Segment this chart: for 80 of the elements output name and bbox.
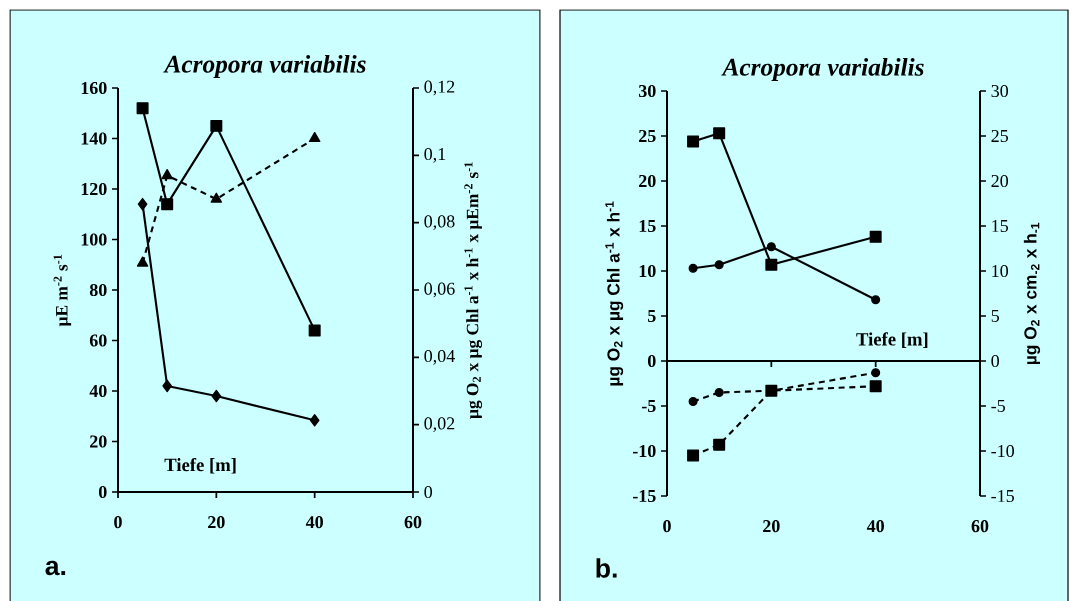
text: a.	[45, 560, 66, 576]
y-axis-title: µE m$^{-2}$ s$^{-1}$	[53, 254, 72, 327]
y-tick-label: 40	[89, 384, 107, 398]
point	[766, 242, 776, 252]
y2-tick-label: 0	[424, 485, 433, 499]
y2-tick-label: -10	[991, 444, 1015, 458]
point	[713, 127, 726, 140]
point	[869, 230, 882, 243]
y2-tick-label: 15	[992, 219, 1009, 233]
point	[309, 414, 320, 427]
x-tick-label: 0	[114, 516, 122, 529]
point	[714, 387, 724, 398]
x-axis-title: Tiefe [m]	[856, 332, 928, 348]
point	[688, 263, 698, 273]
point	[687, 449, 700, 462]
y-tick-label: 100	[81, 233, 107, 246]
x-tick-label: 60	[971, 520, 989, 533]
x-tick-label: 60	[404, 516, 422, 529]
point	[713, 438, 726, 451]
y2-tick-label: -5	[991, 400, 1005, 412]
y-tick-label: 160	[81, 81, 107, 95]
y2-tick-label: -15	[991, 489, 1014, 503]
x-axis-title: Tiefe [m]	[164, 457, 236, 474]
y-tick-label: 25	[639, 129, 656, 143]
point	[714, 260, 724, 270]
text: b.	[596, 558, 617, 578]
y2-tick-label: 0,1	[424, 147, 446, 163]
y-tick-label: -15	[632, 489, 656, 503]
point	[688, 396, 698, 407]
y-tick-label: 20	[639, 174, 656, 188]
y2-tick-label: 30	[991, 84, 1009, 98]
y-tick-label: 15	[639, 219, 656, 233]
y2-tick-label: 0,02	[424, 417, 455, 433]
point	[210, 192, 223, 203]
y-axis-title: µg O$_{2}$ x µg Chl a$^{-1}$ x h$^{-1}$	[605, 201, 624, 386]
chart-title: Acropora variabilis	[163, 55, 366, 78]
point	[869, 380, 882, 393]
x-tick-label: 0	[663, 520, 671, 533]
y-tick-label: -5	[641, 400, 656, 412]
y2-tick-label: 0	[991, 354, 1000, 368]
point	[136, 256, 149, 267]
y2-tick-label: 0,08	[424, 215, 455, 231]
y2-tick-label: 0,06	[424, 282, 455, 298]
point	[137, 197, 148, 211]
y-tick-label: -10	[632, 444, 656, 458]
x-tick-label: 40	[305, 516, 323, 529]
point	[871, 368, 881, 378]
x-tick-label: 20	[208, 516, 225, 529]
y2-tick-label: 20	[991, 174, 1009, 188]
point	[765, 258, 778, 271]
y2-axis-title: µg O$_{2}$ x cm$_{-2}$ x h$_{-1}$	[1023, 222, 1041, 365]
y-tick-label: 0	[98, 485, 107, 499]
y-tick-label: 80	[89, 283, 107, 297]
point	[308, 324, 321, 337]
y-tick-label: 5	[648, 310, 656, 322]
y-tick-label: 60	[89, 334, 107, 347]
y-tick-label: 120	[81, 182, 107, 196]
point	[308, 131, 321, 143]
point	[211, 389, 222, 403]
point	[210, 119, 223, 132]
point	[161, 198, 174, 211]
chart-title: Acropora variabilis	[721, 58, 924, 81]
x-tick-label: 40	[866, 520, 884, 533]
point	[871, 295, 881, 305]
y-tick-label: 10	[639, 264, 656, 278]
y-tick-label: 140	[81, 132, 107, 145]
y2-tick-label: 0,04	[424, 349, 455, 365]
point	[162, 379, 173, 393]
y2-tick-label: 10	[992, 264, 1009, 278]
point	[161, 169, 173, 180]
y-tick-label: 30	[638, 84, 656, 98]
x-tick-label: 20	[763, 520, 780, 533]
point	[136, 102, 149, 115]
y-tick-label: 20	[90, 435, 107, 448]
text: µg O$_{2}$ x µg Chl a$^{-1}$ x h$^{-1}$ x µEm$^{-2}$ s$^{-1}$	[464, 162, 483, 419]
y2-tick-label: 5	[991, 310, 1000, 322]
y2-tick-label: 0,12	[424, 80, 455, 96]
y-tick-label: 0	[647, 354, 656, 368]
point	[687, 135, 700, 148]
y2-tick-label: 25	[991, 129, 1009, 143]
